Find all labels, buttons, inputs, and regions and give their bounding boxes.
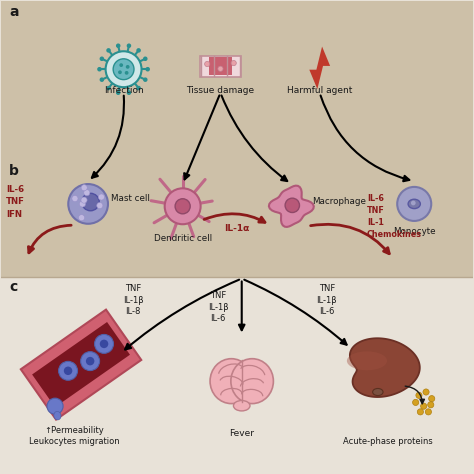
Circle shape xyxy=(137,86,141,91)
Circle shape xyxy=(231,61,237,66)
FancyBboxPatch shape xyxy=(0,277,474,474)
Text: TNF
IL-1β
IL-6: TNF IL-1β IL-6 xyxy=(317,284,337,316)
Circle shape xyxy=(100,56,104,61)
Circle shape xyxy=(143,56,147,61)
Text: ↑Permeability
Leukocytes migration: ↑Permeability Leukocytes migration xyxy=(28,426,119,446)
Ellipse shape xyxy=(408,199,420,209)
Circle shape xyxy=(106,86,111,91)
FancyBboxPatch shape xyxy=(200,56,241,77)
Circle shape xyxy=(412,399,419,405)
FancyBboxPatch shape xyxy=(209,57,232,75)
Circle shape xyxy=(81,197,87,203)
Circle shape xyxy=(72,195,78,201)
Text: Dendritic cell: Dendritic cell xyxy=(154,234,212,243)
Circle shape xyxy=(106,51,142,87)
Text: Fever: Fever xyxy=(229,429,254,438)
Circle shape xyxy=(100,77,104,82)
Text: Macrophage: Macrophage xyxy=(312,197,366,206)
Circle shape xyxy=(59,361,78,380)
Circle shape xyxy=(81,185,87,191)
Ellipse shape xyxy=(411,201,416,205)
Circle shape xyxy=(100,340,108,348)
Circle shape xyxy=(397,187,431,221)
Circle shape xyxy=(420,403,427,409)
Ellipse shape xyxy=(373,389,383,396)
Text: Harmful agent: Harmful agent xyxy=(287,86,352,95)
Circle shape xyxy=(97,202,103,209)
Text: a: a xyxy=(9,5,18,19)
Text: b: b xyxy=(9,164,19,178)
Circle shape xyxy=(47,398,63,414)
Circle shape xyxy=(137,48,141,53)
Circle shape xyxy=(82,193,99,211)
Ellipse shape xyxy=(234,401,250,411)
Circle shape xyxy=(205,62,210,67)
Circle shape xyxy=(127,91,131,95)
Circle shape xyxy=(98,194,104,200)
Ellipse shape xyxy=(54,411,61,420)
Circle shape xyxy=(146,67,150,72)
Circle shape xyxy=(175,199,190,214)
Circle shape xyxy=(125,71,128,75)
Text: TNF
IL-1β
IL-8: TNF IL-1β IL-8 xyxy=(123,284,143,316)
Circle shape xyxy=(106,48,111,53)
Polygon shape xyxy=(32,322,130,407)
Circle shape xyxy=(428,401,434,408)
Circle shape xyxy=(118,70,122,74)
Ellipse shape xyxy=(231,359,273,403)
Circle shape xyxy=(425,409,431,415)
Text: IL-6
TNF
IFN: IL-6 TNF IFN xyxy=(6,184,25,219)
FancyBboxPatch shape xyxy=(0,0,474,277)
Circle shape xyxy=(81,352,100,371)
Polygon shape xyxy=(350,338,420,397)
Circle shape xyxy=(68,184,108,224)
Circle shape xyxy=(119,63,123,67)
Polygon shape xyxy=(21,310,141,419)
Text: Infection: Infection xyxy=(104,86,144,95)
Text: IL-1α: IL-1α xyxy=(224,224,250,233)
Text: c: c xyxy=(9,280,18,293)
Circle shape xyxy=(116,44,120,48)
Circle shape xyxy=(79,215,85,221)
Circle shape xyxy=(428,396,435,401)
Circle shape xyxy=(285,198,300,212)
Ellipse shape xyxy=(210,359,253,403)
Circle shape xyxy=(113,59,134,80)
Circle shape xyxy=(126,65,129,69)
Circle shape xyxy=(84,190,90,196)
Circle shape xyxy=(86,357,94,365)
Polygon shape xyxy=(310,46,330,89)
Circle shape xyxy=(423,389,429,395)
Text: Monocyte: Monocyte xyxy=(393,227,436,236)
Text: Tissue damage: Tissue damage xyxy=(186,86,255,95)
Polygon shape xyxy=(269,186,314,227)
Circle shape xyxy=(95,335,113,353)
Circle shape xyxy=(164,188,201,224)
Text: Mast cell: Mast cell xyxy=(111,194,150,203)
Circle shape xyxy=(127,44,131,48)
Text: Acute-phase proteins: Acute-phase proteins xyxy=(343,437,433,446)
Circle shape xyxy=(218,66,223,72)
Circle shape xyxy=(416,392,422,398)
Circle shape xyxy=(143,77,147,82)
Circle shape xyxy=(97,67,102,72)
Text: TNF
IL-1β
IL-6: TNF IL-1β IL-6 xyxy=(208,292,228,323)
Circle shape xyxy=(79,201,85,207)
Circle shape xyxy=(116,91,120,95)
Ellipse shape xyxy=(347,351,387,370)
Circle shape xyxy=(64,366,73,375)
Text: IL-6
TNF
IL-1
Chemokines: IL-6 TNF IL-1 Chemokines xyxy=(367,193,422,239)
Circle shape xyxy=(417,409,423,415)
